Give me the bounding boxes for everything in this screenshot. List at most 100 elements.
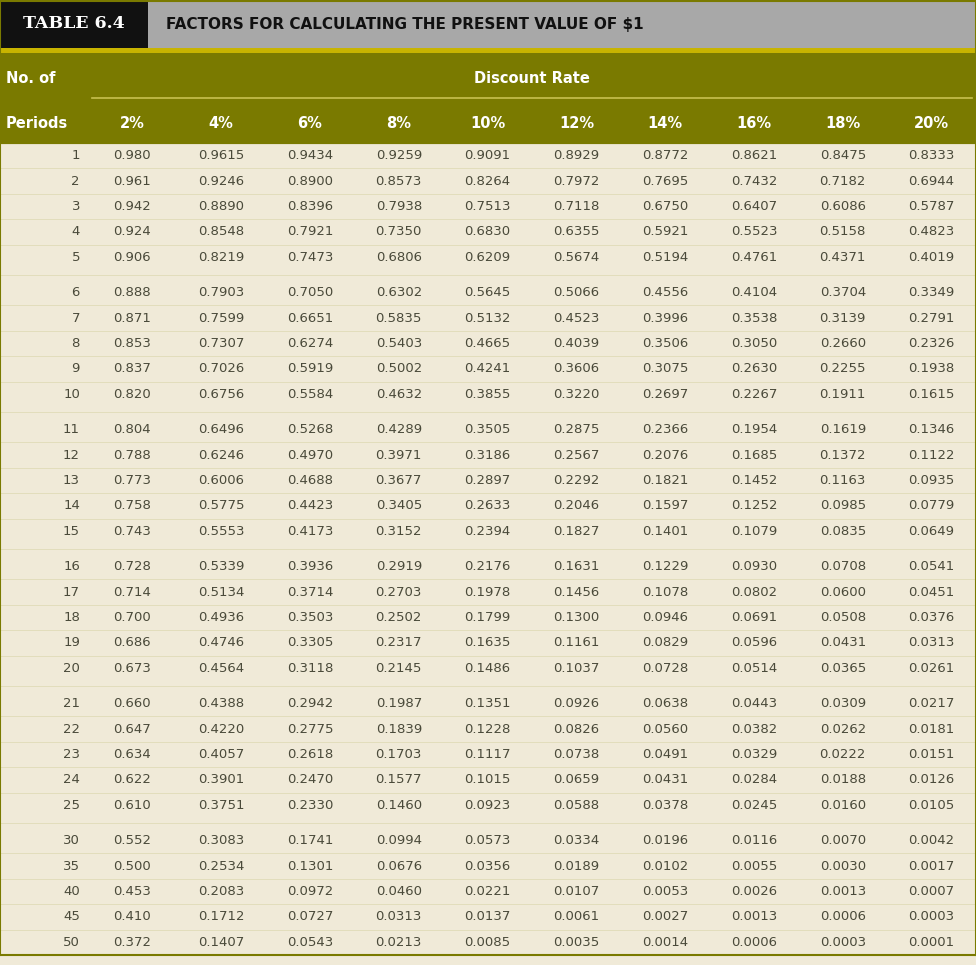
- Text: 0.3050: 0.3050: [731, 337, 777, 350]
- Text: 0.4523: 0.4523: [553, 312, 599, 324]
- Text: 0.4746: 0.4746: [198, 636, 244, 649]
- Text: 3: 3: [71, 200, 80, 213]
- Text: 0.6830: 0.6830: [465, 226, 510, 238]
- Text: 0.9434: 0.9434: [287, 150, 333, 162]
- Text: 0.0691: 0.0691: [731, 611, 777, 624]
- Text: 0.5674: 0.5674: [553, 251, 599, 263]
- Text: 0.0638: 0.0638: [642, 697, 688, 710]
- Text: 0.3606: 0.3606: [553, 363, 599, 375]
- Text: 0.743: 0.743: [113, 525, 151, 538]
- Text: 0.0573: 0.0573: [465, 834, 510, 847]
- Text: 0.9259: 0.9259: [376, 150, 422, 162]
- Text: 0.7921: 0.7921: [287, 226, 333, 238]
- Text: 9: 9: [71, 363, 80, 375]
- Text: 0.1346: 0.1346: [909, 424, 955, 436]
- Text: 0.1799: 0.1799: [465, 611, 510, 624]
- Text: 0.5523: 0.5523: [731, 226, 777, 238]
- Text: 0.1401: 0.1401: [642, 525, 688, 538]
- Text: 0.0491: 0.0491: [642, 748, 688, 761]
- Text: 0.1229: 0.1229: [642, 561, 688, 573]
- Text: 0.3855: 0.3855: [465, 388, 510, 400]
- Text: 12: 12: [63, 449, 80, 461]
- Text: 0.0309: 0.0309: [820, 697, 866, 710]
- Text: 0.0284: 0.0284: [731, 773, 777, 786]
- Text: 0.1486: 0.1486: [465, 662, 510, 675]
- Text: 0.804: 0.804: [113, 424, 151, 436]
- Text: 0.3714: 0.3714: [287, 586, 333, 598]
- Text: 0.1351: 0.1351: [465, 697, 510, 710]
- Text: 0.686: 0.686: [113, 636, 151, 649]
- Bar: [0, 0, 976, 48]
- Text: 0.0541: 0.0541: [909, 561, 955, 573]
- Text: 10: 10: [63, 388, 80, 400]
- Text: 0.0826: 0.0826: [553, 723, 599, 735]
- Text: 0.4936: 0.4936: [198, 611, 244, 624]
- Text: 0.7350: 0.7350: [376, 226, 422, 238]
- Text: 0.3405: 0.3405: [376, 500, 422, 512]
- Text: 0.0985: 0.0985: [820, 500, 866, 512]
- Text: 0.5921: 0.5921: [642, 226, 688, 238]
- Text: 0.3936: 0.3936: [287, 561, 333, 573]
- Bar: [0, 143, 976, 955]
- Text: 0.1163: 0.1163: [820, 474, 866, 487]
- Text: 0.0116: 0.0116: [731, 834, 777, 847]
- Text: 0.7182: 0.7182: [820, 175, 866, 187]
- Text: 0.1685: 0.1685: [731, 449, 777, 461]
- Text: 0.372: 0.372: [113, 936, 151, 949]
- Text: 0.0003: 0.0003: [909, 910, 955, 924]
- Bar: [0, 53, 976, 143]
- Text: 0.0443: 0.0443: [731, 697, 777, 710]
- Text: 0.7307: 0.7307: [198, 337, 244, 350]
- Text: 0.837: 0.837: [113, 363, 151, 375]
- Text: 0.0508: 0.0508: [820, 611, 866, 624]
- Text: 0.2919: 0.2919: [376, 561, 422, 573]
- Text: 0.3677: 0.3677: [376, 474, 422, 487]
- Text: 0.0070: 0.0070: [820, 834, 866, 847]
- Text: 0.2330: 0.2330: [287, 799, 333, 812]
- Text: 0.980: 0.980: [113, 150, 151, 162]
- Text: 0.4019: 0.4019: [909, 251, 955, 263]
- Text: 0.1839: 0.1839: [376, 723, 422, 735]
- Text: 0.5134: 0.5134: [198, 586, 244, 598]
- Text: 0.4632: 0.4632: [376, 388, 422, 400]
- Text: 0.3139: 0.3139: [820, 312, 866, 324]
- Text: 0.2775: 0.2775: [287, 723, 333, 735]
- Text: 0.1712: 0.1712: [198, 910, 244, 924]
- Text: 0.0460: 0.0460: [376, 885, 422, 898]
- Text: 0.1228: 0.1228: [465, 723, 510, 735]
- Text: 0.0006: 0.0006: [820, 910, 866, 924]
- Text: 0.3971: 0.3971: [376, 449, 422, 461]
- Text: 0.0189: 0.0189: [553, 860, 599, 872]
- Text: 0.5268: 0.5268: [287, 424, 333, 436]
- Text: 0.0053: 0.0053: [642, 885, 688, 898]
- Text: 0.4761: 0.4761: [731, 251, 777, 263]
- Text: 8: 8: [71, 337, 80, 350]
- Text: 0.0007: 0.0007: [909, 885, 955, 898]
- Text: 0.2292: 0.2292: [553, 474, 599, 487]
- Text: 0.714: 0.714: [113, 586, 151, 598]
- Text: 0.0676: 0.0676: [376, 860, 422, 872]
- Text: 0.7026: 0.7026: [198, 363, 244, 375]
- Text: 0.1987: 0.1987: [376, 697, 422, 710]
- Text: 20: 20: [63, 662, 80, 675]
- Text: 0.4173: 0.4173: [287, 525, 333, 538]
- Text: 0.6651: 0.6651: [287, 312, 333, 324]
- Text: 0.0926: 0.0926: [553, 697, 599, 710]
- Text: 0.3538: 0.3538: [731, 312, 777, 324]
- Text: 0.0659: 0.0659: [553, 773, 599, 786]
- Text: 0.2317: 0.2317: [376, 636, 422, 649]
- Text: 0.1631: 0.1631: [553, 561, 599, 573]
- Text: 0.8890: 0.8890: [198, 200, 244, 213]
- Text: 0.3118: 0.3118: [287, 662, 333, 675]
- Text: 0.7972: 0.7972: [553, 175, 599, 187]
- Text: 21: 21: [63, 697, 80, 710]
- Text: 23: 23: [63, 748, 80, 761]
- Text: 0.0222: 0.0222: [820, 748, 866, 761]
- Text: 0.0188: 0.0188: [820, 773, 866, 786]
- Text: 0.4823: 0.4823: [909, 226, 955, 238]
- Text: 0.2366: 0.2366: [642, 424, 688, 436]
- Text: 0.0329: 0.0329: [731, 748, 777, 761]
- Text: 0.0972: 0.0972: [287, 885, 333, 898]
- Text: 4%: 4%: [209, 116, 233, 130]
- Text: 0.0600: 0.0600: [820, 586, 866, 598]
